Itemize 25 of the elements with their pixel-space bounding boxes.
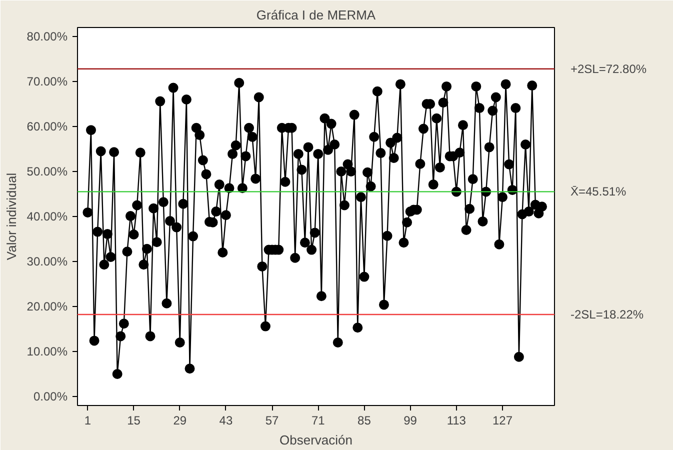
y-tick-label: 20.00% (26, 300, 68, 314)
y-tick-label: 0.00% (33, 390, 68, 404)
y-tick-label: 30.00% (26, 254, 68, 268)
y-tick-label: 60.00% (26, 120, 68, 134)
ref-line-label: X̄=45.51% (570, 184, 627, 199)
y-tick-label: 10.00% (26, 344, 68, 358)
x-tick-label: 43 (219, 414, 233, 428)
y-axis-title: Valor individual (4, 172, 19, 260)
y-tick-label: 40.00% (26, 210, 68, 224)
y-tick-label: 80.00% (26, 30, 68, 44)
x-tick-label: 99 (404, 414, 418, 428)
y-tick-label: 70.00% (26, 74, 68, 88)
ref-line-label: -2SL=18.22% (570, 308, 644, 322)
x-tick-label: 29 (173, 414, 187, 428)
x-tick-label: 71 (311, 414, 326, 428)
ref-line-label: +2SL=72.80% (570, 62, 647, 76)
y-tick-label: 50.00% (26, 164, 68, 178)
x-tick-label: 15 (127, 414, 141, 428)
chart-title: Gráfica I de MERMA (256, 8, 376, 22)
x-tick-label: 85 (358, 414, 372, 428)
x-tick-label: 1 (84, 414, 92, 428)
x-axis-title: Observación (280, 432, 352, 448)
x-tick-label: 57 (265, 414, 280, 428)
x-tick-label: 113 (446, 414, 466, 428)
x-tick-label: 127 (492, 414, 513, 428)
